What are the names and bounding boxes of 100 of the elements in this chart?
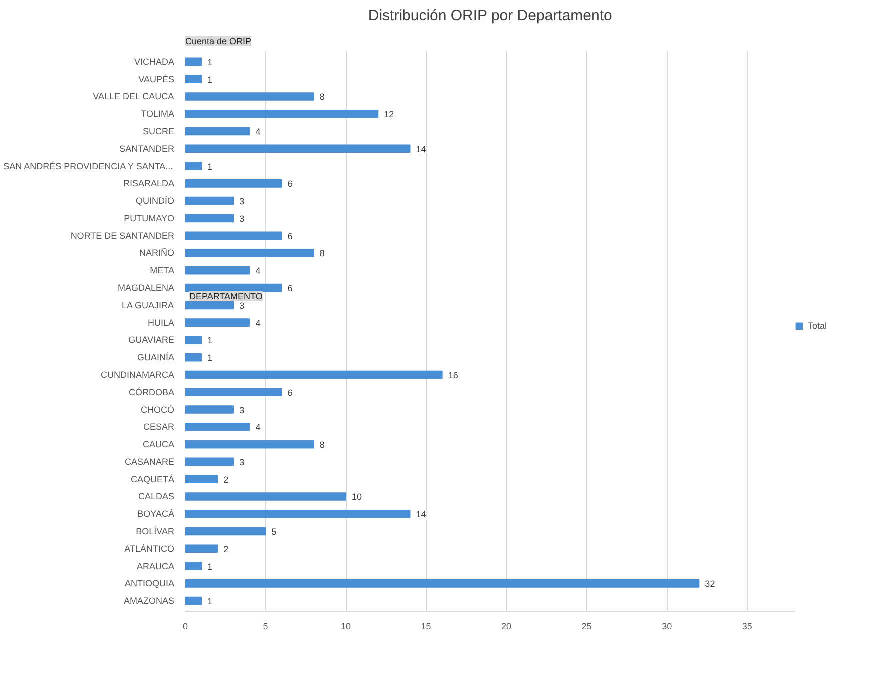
data-label: 6: [288, 179, 293, 190]
bar: [186, 596, 202, 606]
bar: [186, 318, 250, 327]
x-tick-label: 35: [742, 622, 752, 632]
bar: [186, 544, 218, 554]
y-tick-label: SUCRE: [142, 126, 175, 136]
y-tick-label: PUTUMAYO: [124, 213, 175, 224]
data-label: 4: [256, 318, 261, 328]
y-tick-label: LA GUAJIRA: [122, 300, 174, 310]
data-label: 1: [208, 57, 213, 68]
y-tick-label: ARAUCA: [136, 561, 175, 572]
bar: [186, 180, 282, 188]
y-tick-label: HUILA: [148, 318, 175, 328]
data-label: 3: [240, 405, 245, 416]
data-label: 3: [240, 457, 245, 468]
data-label: 12: [384, 110, 394, 120]
y-tick-label: SAN ANDRÉS PROVIDENCIA Y SANTA...: [4, 161, 174, 172]
data-label: 8: [320, 92, 325, 102]
y-tick-label: QUINDÍO: [136, 196, 175, 206]
data-label: 3: [240, 196, 245, 207]
data-label: 5: [272, 527, 277, 537]
bar: [186, 58, 202, 66]
bar: [186, 475, 218, 484]
annotation: DEPARTAMENTO: [190, 292, 263, 302]
data-label: 3: [240, 300, 245, 311]
x-tick-label: 5: [263, 622, 268, 632]
data-label: 8: [320, 248, 325, 259]
bar: [186, 562, 202, 570]
bar: [186, 284, 282, 292]
x-tick-label: 10: [341, 622, 352, 632]
y-tick-label: VICHADA: [134, 56, 175, 67]
y-tick-label: CÓRDOBA: [128, 387, 175, 398]
bar: [186, 162, 202, 170]
y-tick-label: BOYACÁ: [138, 509, 174, 520]
data-label: 4: [256, 127, 261, 137]
bar: [186, 458, 234, 466]
y-tick-label: NORTE DE SANTANDER: [70, 230, 175, 241]
bar: [186, 249, 314, 258]
data-label: 4: [256, 422, 261, 433]
y-tick-label: NARIÑO: [140, 248, 175, 258]
y-tick-label: ATLÁNTICO: [124, 544, 175, 554]
data-label: 14: [416, 510, 426, 520]
bar: [186, 266, 250, 275]
bar: [186, 580, 700, 588]
bar: [186, 75, 202, 84]
x-tick-label: 0: [182, 622, 188, 632]
y-tick-label: GUAVIARE: [128, 335, 174, 346]
y-tick-label: CAQUETÁ: [130, 474, 175, 484]
chart-title: Distribución ORIP por Departamento: [368, 8, 612, 24]
y-tick-label: CAUCA: [142, 440, 175, 450]
data-label: 1: [208, 162, 213, 172]
y-tick-label: CESAR: [143, 422, 175, 432]
x-tick-label: 30: [662, 622, 672, 632]
y-tick-label: META: [150, 266, 175, 276]
y-tick-label: MAGDALENA: [118, 283, 174, 294]
bar: [186, 144, 411, 154]
bar: [186, 353, 202, 362]
data-label: 1: [208, 336, 213, 346]
y-tick-label: ANTIOQUIA: [124, 578, 175, 589]
y-tick-label: CASANARE: [124, 456, 174, 467]
data-label: 6: [288, 388, 293, 398]
y-tick-label: VALLE DEL CAUCA: [93, 92, 174, 102]
text: Cuenta de ORIP: [186, 36, 252, 46]
y-tick-label: CHOCÓ: [141, 404, 174, 415]
bar: [186, 388, 282, 397]
data-label: 16: [448, 370, 458, 380]
bar: [186, 510, 411, 518]
y-tick-label: CUNDINAMARCA: [100, 370, 175, 380]
x-tick-label: 15: [421, 622, 432, 632]
x-tick-label: 20: [502, 622, 512, 632]
data-label: 1: [208, 596, 213, 607]
bar: [186, 196, 234, 206]
y-tick-label: TOLIMA: [141, 109, 174, 120]
bar: [186, 492, 347, 501]
data-label: 1: [208, 74, 213, 85]
data-label: 32: [705, 579, 716, 590]
y-tick-label: SANTANDER: [120, 144, 175, 154]
x-tick-label: 25: [582, 622, 592, 632]
bar: [186, 301, 234, 310]
data-label: 3: [240, 214, 245, 224]
bar: [186, 110, 379, 118]
data-label: 14: [416, 144, 426, 154]
y-tick-label: RISARALDA: [123, 178, 175, 189]
data-label: 6: [288, 231, 293, 242]
y-tick-label: AMAZONAS: [124, 596, 175, 606]
y-tick-label: BOLÍVAR: [136, 526, 175, 536]
bar: [186, 370, 443, 380]
bar: [186, 214, 234, 223]
data-label: 1: [208, 353, 213, 364]
data-label: 2: [224, 544, 229, 554]
bar: [186, 232, 282, 240]
y-tick-label: VAUPÉS: [138, 74, 175, 84]
data-label: 1: [208, 562, 213, 572]
bar: [186, 527, 266, 536]
legend-label: Total: [808, 321, 828, 331]
data-label: 6: [288, 284, 293, 294]
data-label: 10: [352, 492, 362, 502]
y-tick-label: GUAINÍA: [137, 352, 175, 363]
data-label: 2: [224, 474, 229, 485]
bar: [186, 336, 202, 344]
